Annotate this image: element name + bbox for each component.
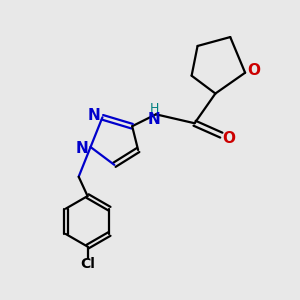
Text: N: N (148, 112, 161, 127)
Text: N: N (88, 108, 100, 123)
Text: O: O (247, 63, 260, 78)
Text: N: N (76, 141, 88, 156)
Text: H: H (150, 103, 159, 116)
Text: Cl: Cl (80, 256, 95, 271)
Text: O: O (222, 130, 235, 146)
